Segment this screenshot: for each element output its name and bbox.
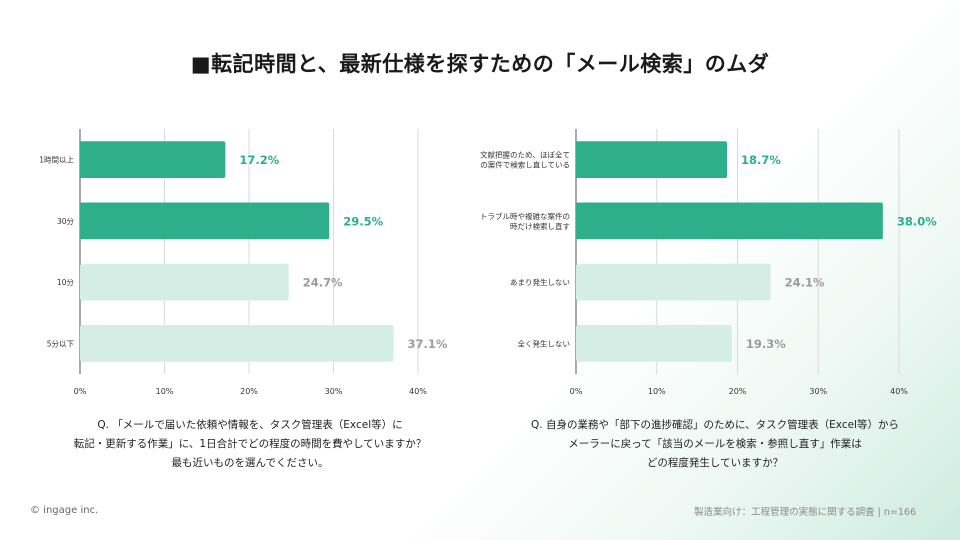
caption-left-line: 最も近いものを選んでください。 <box>171 457 329 469</box>
chart-daily-transcription-time: 0% 10% 20% 30% 40% 17.2% 1時間以上 29.5% 30分 24.7% 10分… <box>0 120 448 396</box>
left-value-label: 37.1% <box>407 337 447 351</box>
left-bar <box>80 325 394 362</box>
caption-left-line: 転記・更新する作業」に、1日合計でどの程度の時間を費やしていますか？ <box>73 438 427 450</box>
left-bar <box>80 141 226 178</box>
left-category-label: 1時間以上 <box>39 156 74 165</box>
caption-right-line: メーラーに戻って「該当のメールを検索・参照し直す」作業は <box>568 438 862 450</box>
right-x-tick-label: 0% <box>570 387 583 396</box>
right-value-label: 18.7% <box>741 153 781 167</box>
slide-title: ■転記時間と、最新仕様を探すための「メール検索」のムダ <box>190 52 770 76</box>
right-x-tick-label: 30% <box>809 387 827 396</box>
left-x-tick-label: 40% <box>409 387 427 396</box>
right-bar <box>576 263 771 301</box>
caption-right-line: どの程度発生していますか？ <box>646 457 784 469</box>
left-bar <box>80 202 330 240</box>
right-value-label: 19.3% <box>746 337 786 351</box>
chart-left-svg: 0% 10% 20% 30% 40% 17.2% 1時間以上 29.5% 30分 24.7% 10分… <box>39 129 448 396</box>
caption-left: Q. 「メールで届いた依頼や情報を、タスク管理表（Excel等）に 転記・更新す… <box>30 416 470 473</box>
caption-right-line: Q. 自身の業務や「部下の進捗確認」のために、タスク管理表（Excel等）から <box>531 419 899 431</box>
left-value-label: 24.7% <box>303 276 343 290</box>
survey-source: 製造業向け：工程管理の実態に関する調査 | n=166 <box>694 507 916 518</box>
copyright: © ingage inc. <box>30 505 99 516</box>
right-bar <box>576 141 728 178</box>
caption-left-line: Q. 「メールで届いた依頼や情報を、タスク管理表（Excel等）に <box>97 419 403 431</box>
left-category-label: 30分 <box>57 217 75 226</box>
right-category-label: あまり発生しない <box>510 277 570 287</box>
left-value-label: 29.5% <box>343 214 383 228</box>
right-x-tick-label: 10% <box>648 387 666 396</box>
right-category-label: 時だけ検索し直す <box>510 221 570 231</box>
right-bar <box>576 325 732 362</box>
right-category-label: 文献把握のため、ほぼ全て <box>480 150 570 160</box>
right-value-label: 24.1% <box>785 276 825 290</box>
right-value-label: 38.0% <box>897 214 937 228</box>
right-category-label: 全く発生しない <box>518 338 571 348</box>
right-bar <box>576 202 883 240</box>
right-category-label: トラブル時や複雑な案件の <box>480 211 570 221</box>
left-category-label: 5分以下 <box>47 339 75 348</box>
right-category-label: の案件で検索し直している <box>480 160 570 170</box>
left-category-label: 10分 <box>57 278 75 287</box>
left-value-label: 17.2% <box>239 153 279 167</box>
right-x-tick-label: 40% <box>890 387 908 396</box>
left-x-tick-label: 0% <box>74 387 87 396</box>
right-x-tick-label: 20% <box>729 387 747 396</box>
left-x-tick-label: 30% <box>325 387 343 396</box>
chart-right-svg: 0% 10% 20% 30% 40% 18.7% 文献把握のため、ほぼ全ての案件で検索し直し… <box>480 129 937 396</box>
caption-right: Q. 自身の業務や「部下の進捗確認」のために、タスク管理表（Excel等）から … <box>495 416 935 473</box>
chart-mail-research-frequency: 0% 10% 20% 30% 40% 18.7% 文献把握のため、ほぼ全て の案件で検索し直し… <box>480 120 937 396</box>
left-x-tick-label: 10% <box>156 387 174 396</box>
left-bar <box>80 263 289 301</box>
left-x-tick-label: 20% <box>240 387 258 396</box>
